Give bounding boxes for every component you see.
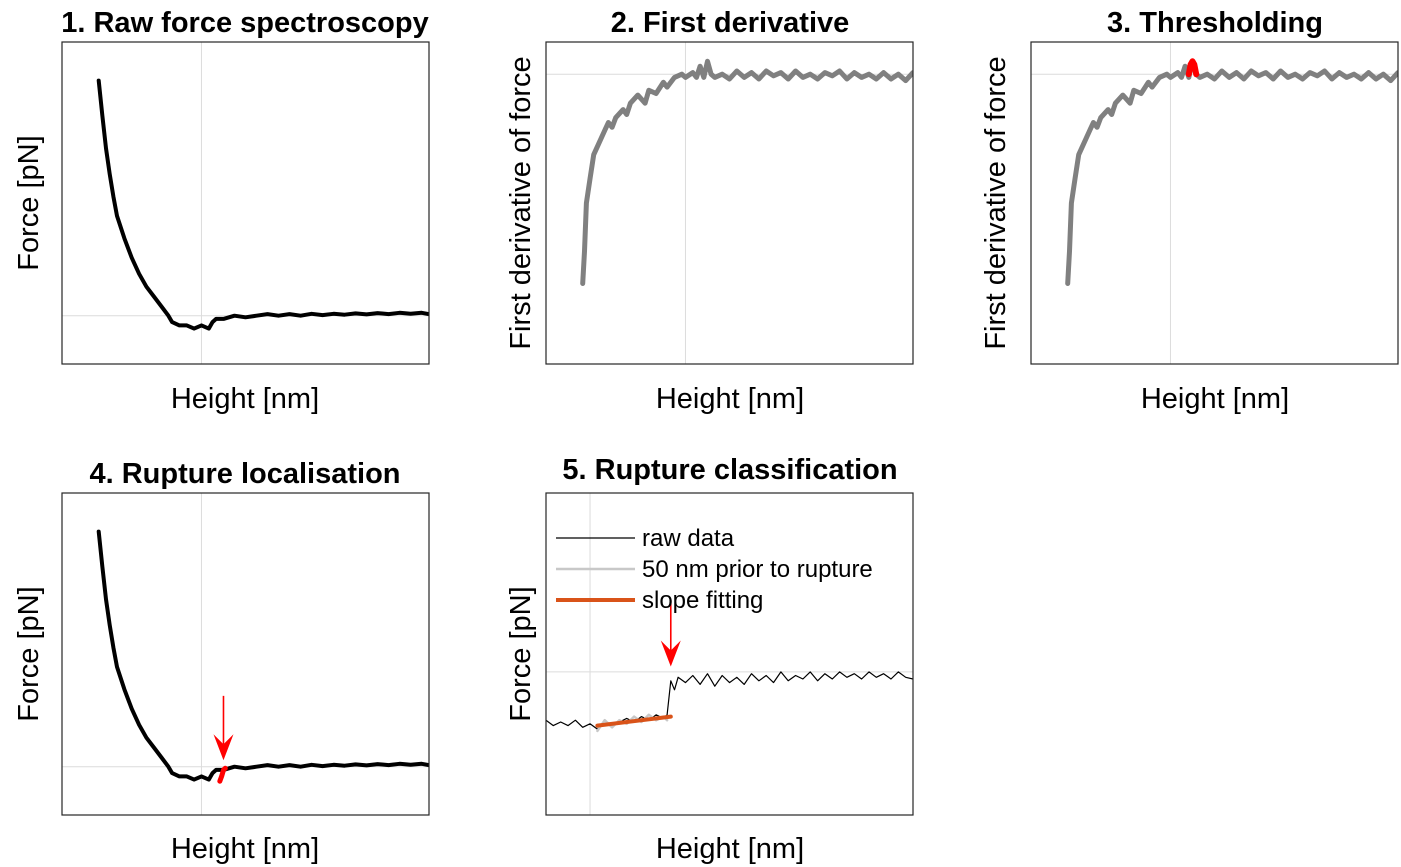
panel3-panel: 3. Thresholding Height [nm] First derivati… xyxy=(980,7,1399,415)
axes-box xyxy=(1030,41,1399,365)
series-line-raw xyxy=(96,78,429,331)
series-line-raw xyxy=(96,529,429,782)
axes-box xyxy=(545,41,914,365)
y-axis-label: Force [pN] xyxy=(505,586,537,721)
axes-box xyxy=(61,41,430,365)
x-axis-label: Height [nm] xyxy=(656,833,804,865)
panel-title: 2. First derivative xyxy=(611,7,850,39)
legend-label: raw data xyxy=(642,525,735,552)
axes-box xyxy=(545,492,914,816)
x-axis-label: Height [nm] xyxy=(171,383,319,415)
panel1-panel: 1. Raw force spectroscopy Height [nm] Forc… xyxy=(13,7,430,415)
series-line-raw xyxy=(546,671,913,730)
y-axis-label: Force [pN] xyxy=(13,135,45,270)
y-axis-label: First derivative of force xyxy=(980,56,1012,349)
legend: raw data 50 nm prior to rupture slope fitt… xyxy=(556,525,873,614)
series-line-rupture xyxy=(217,765,228,784)
rupture-arrow-head xyxy=(213,734,234,761)
x-axis-label: Height [nm] xyxy=(171,833,319,865)
x-axis-label: Height [nm] xyxy=(1141,383,1289,415)
series-line-slope xyxy=(595,714,673,728)
panel2-panel: 2. First derivative Height [nm] First deri… xyxy=(505,7,914,415)
x-axis-label: Height [nm] xyxy=(656,383,804,415)
panel-title: 5. Rupture classification xyxy=(562,454,897,486)
legend-label: slope fitting xyxy=(642,587,763,614)
panel-title: 3. Thresholding xyxy=(1107,7,1323,39)
panel5-panel: 5. Rupture classification Height [nm] Forc… xyxy=(505,454,914,865)
y-axis-label: Force [pN] xyxy=(13,586,45,721)
series-line-derivative xyxy=(1065,58,1398,286)
legend-label: 50 nm prior to rupture xyxy=(642,556,873,583)
rupture-arrow-head xyxy=(660,640,681,667)
series-line-derivative xyxy=(580,58,913,286)
axes-box xyxy=(61,492,430,816)
series-line-threshold xyxy=(1185,58,1200,78)
panel-title: 1. Raw force spectroscopy xyxy=(61,7,428,39)
panel4-panel: 4. Rupture localisation Height [nm] Force … xyxy=(13,458,430,865)
y-axis-label: First derivative of force xyxy=(505,56,537,349)
panel-title: 4. Rupture localisation xyxy=(90,458,401,490)
